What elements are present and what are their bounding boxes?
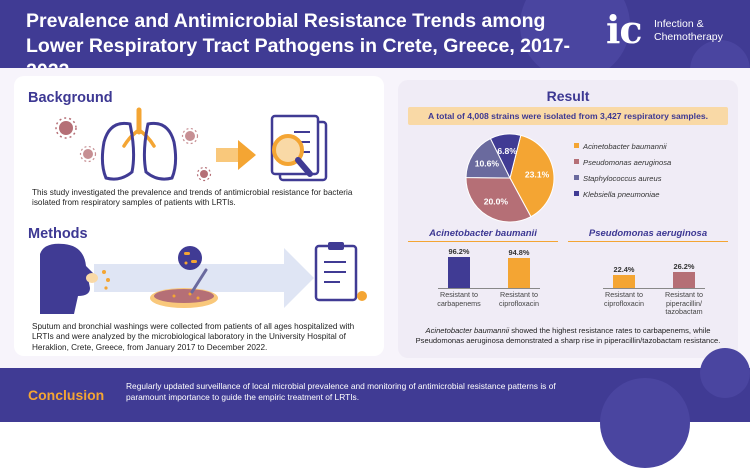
legend-swatch [574, 143, 579, 148]
bar [613, 274, 635, 288]
acinetobacter-label: Acinetobacter baumanii [408, 227, 558, 242]
virus-icon [55, 117, 77, 139]
background-paragraph: This study investigated the prevalence a… [32, 188, 353, 208]
bar-value-label: 96.2% [448, 247, 470, 257]
header-banner: Prevalence and Antimicrobial Resistance … [0, 0, 750, 68]
bar-value-label: 94.8% [508, 247, 530, 257]
bar [508, 257, 530, 288]
bar [673, 272, 695, 288]
strain-count-banner: A total of 4,008 strains were isolated f… [408, 107, 728, 125]
document-magnifier-icon [270, 114, 328, 182]
bar-category-label: Resistant to ciprofloxacin [499, 290, 539, 308]
patient-coughing-icon [40, 243, 110, 314]
journal-name-line2: Chemotherapy [654, 31, 723, 43]
decorative-circle [690, 40, 750, 68]
decorative-circle [520, 0, 630, 68]
left-panel: Background [14, 76, 384, 356]
legend-item: Acinetobacter baumannii [574, 142, 671, 158]
conclusion-heading: Conclusion [28, 387, 105, 403]
legend-item: Klebsiella pneumoniae [574, 190, 671, 206]
methods-illustration [40, 242, 367, 314]
bar-category-label: Resistant to carbapenems [437, 290, 481, 308]
pie-slice-0 [509, 134, 555, 218]
bar-category-label: Resistant to piperacillin/ tazobactam [665, 290, 703, 317]
result-heading: Result [546, 88, 590, 104]
legend-swatch [574, 191, 579, 196]
conclusion-text: Regularly updated surveillance of local … [126, 381, 556, 402]
bar-category-label: Resistant to ciprofloxacin [604, 290, 644, 308]
legend-label: Staphylococcus aureus [583, 174, 662, 183]
summary-organism: Acinetobacter baumannii [425, 326, 510, 335]
legend-label: Pseudomonas aeruginosa [583, 158, 672, 167]
conclusion-banner: Conclusion Regularly updated surveillanc… [0, 348, 750, 468]
result-summary: Acinetobacter baumannii showed the highe… [408, 326, 728, 345]
legend-label: Acinetobacter baumannii [583, 142, 667, 151]
methods-heading: Methods [28, 226, 88, 242]
pie-slice-2 [465, 137, 511, 179]
journal-name-line1: Infection & [654, 18, 704, 30]
pie-slice-label-3: 6.8% [497, 146, 517, 156]
legend-label: Klebsiella pneumoniae [583, 190, 660, 199]
background-heading: Background [28, 90, 113, 106]
result-panel: Result A total of 4,008 strains were iso… [398, 80, 738, 358]
pie-slice-label-2: 10.6% [475, 158, 500, 168]
background-illustration [55, 107, 328, 182]
pie-slice-label-0: 23.1% [525, 170, 550, 180]
bacteria-icon [178, 246, 202, 270]
clipboard-icon [314, 242, 367, 302]
lungs-icon [100, 107, 178, 181]
decorative-circle [700, 348, 750, 398]
summary-text: showed the highest resistance rates to c… [415, 326, 721, 345]
journal-logo-text: Infection & Chemotherapy [654, 18, 723, 44]
journal-logo-mark: ic [606, 7, 643, 52]
decorative-circle [600, 378, 690, 468]
pie-slice-3 [489, 133, 522, 180]
arrow-right-icon [216, 140, 256, 170]
virus-icon [196, 166, 212, 182]
virus-icon [79, 145, 97, 163]
virus-icon [181, 127, 199, 145]
bar-baseline [438, 288, 540, 289]
petri-dish-icon [150, 268, 218, 308]
bar-baseline [603, 288, 705, 289]
page-title: Prevalence and Antimicrobial Resistance … [26, 10, 571, 68]
pseudomonas-label: Pseudomonas aeruginosa [568, 227, 728, 242]
legend-swatch [574, 175, 579, 180]
pie-legend: Acinetobacter baumannii Pseudomonas aerug… [574, 142, 671, 206]
bar [448, 257, 470, 288]
legend-item: Pseudomonas aeruginosa [574, 158, 671, 174]
pie-slice-label-1: 20.0% [484, 196, 509, 206]
legend-swatch [574, 159, 579, 164]
pie-slice-1 [465, 177, 532, 223]
organism-pie-chart: 23.1% 20.0% 10.6% 6.8% [465, 133, 555, 223]
bar-value-label: 26.2% [673, 262, 695, 272]
methods-paragraph: Sputum and bronchial washings were colle… [32, 322, 355, 352]
bar-value-label: 22.4% [613, 264, 635, 274]
legend-item: Staphylococcus aureus [574, 174, 671, 190]
